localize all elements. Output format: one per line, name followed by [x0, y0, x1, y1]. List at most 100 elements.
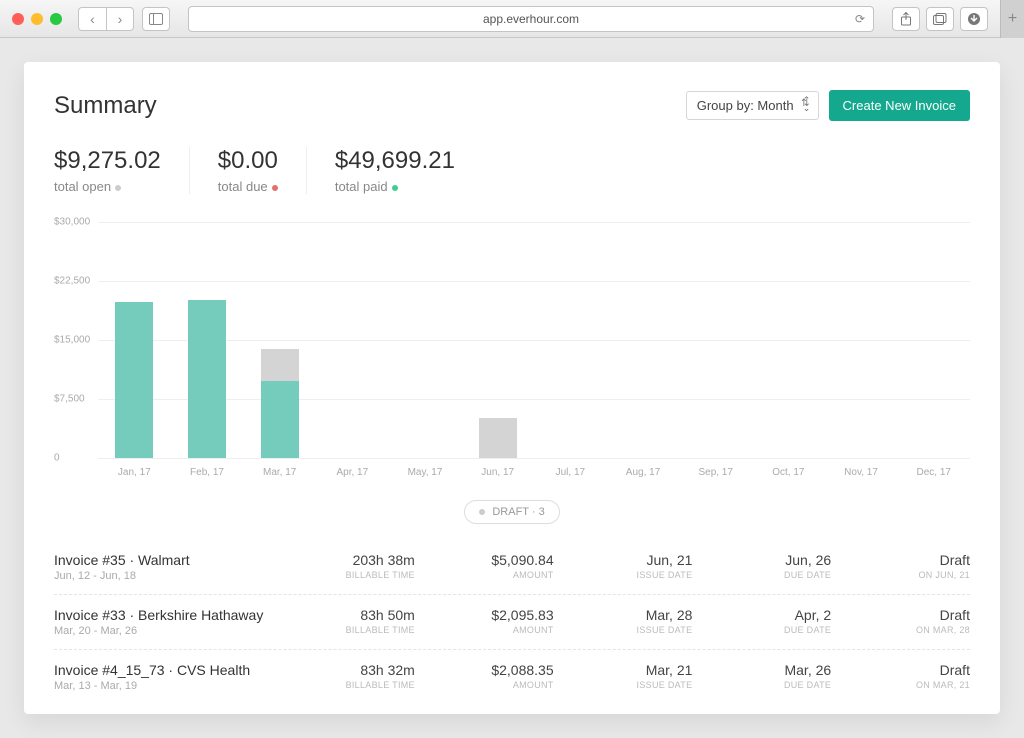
page-title: Summary: [54, 92, 157, 120]
toolbar-icons: [892, 7, 988, 31]
page: Summary Group by: Month ⇅ Create New Inv…: [0, 38, 1024, 738]
bar-slot: Nov, 17: [825, 222, 898, 458]
invoice-status-col: DraftON JUN, 21: [831, 552, 970, 580]
x-tick-label: Sep, 17: [698, 467, 732, 478]
bar-slot: Jun, 17: [461, 222, 534, 458]
bar-segment-draft: [261, 349, 299, 381]
bar-slot: May, 17: [389, 222, 462, 458]
group-by-label: Group by: Month: [697, 98, 794, 113]
invoice-status: Draft: [831, 607, 970, 623]
chart-bars: Jan, 17Feb, 17Mar, 17Apr, 17May, 17Jun, …: [98, 222, 970, 458]
col-label: AMOUNT: [415, 625, 554, 635]
invoice-amount-col: $2,088.35AMOUNT: [415, 662, 554, 690]
metric-label: total open: [54, 179, 161, 194]
invoice-name: Invoice #35 · Walmart: [54, 552, 276, 568]
col-label: DUE DATE: [692, 570, 831, 580]
forward-button[interactable]: ›: [106, 7, 134, 31]
invoice-row[interactable]: Invoice #4_15_73 · CVS HealthMar, 13 - M…: [54, 650, 970, 704]
invoice-time: 203h 38m: [276, 552, 415, 568]
sidebar-toggle-button[interactable]: [142, 7, 170, 31]
pill-label: DRAFT · 3: [492, 506, 544, 518]
x-tick-label: May, 17: [408, 467, 443, 478]
downloads-button[interactable]: [960, 7, 988, 31]
invoice-time-col: 83h 32mBILLABLE TIME: [276, 662, 415, 690]
x-tick-label: Jul, 17: [556, 467, 585, 478]
col-label: BILLABLE TIME: [276, 570, 415, 580]
invoice-status-col: DraftON MAR, 28: [831, 607, 970, 635]
invoice-title-col: Invoice #35 · Walmart Jun, 12 - Jun, 18: [54, 552, 276, 582]
reload-icon[interactable]: ⟳: [855, 12, 865, 26]
y-tick-label: $15,000: [54, 335, 90, 346]
maximize-window-icon[interactable]: [50, 13, 62, 25]
invoice-time-col: 203h 38m BILLABLE TIME: [276, 552, 415, 580]
close-window-icon[interactable]: [12, 13, 24, 25]
col-label: ISSUE DATE: [554, 570, 693, 580]
col-label: DUE DATE: [692, 625, 831, 635]
draft-filter-pill[interactable]: DRAFT · 3: [464, 500, 559, 524]
invoice-range: Jun, 12 - Jun, 18: [54, 570, 276, 582]
y-tick-label: $30,000: [54, 217, 90, 228]
invoice-amount: $2,095.83: [415, 607, 554, 623]
status-dot-icon: [115, 185, 121, 191]
create-invoice-button[interactable]: Create New Invoice: [829, 90, 970, 121]
bar-stack[interactable]: [479, 418, 517, 458]
bar-segment-paid: [115, 302, 153, 458]
bar-slot: Aug, 17: [607, 222, 680, 458]
back-button[interactable]: ‹: [78, 7, 106, 31]
share-button[interactable]: [892, 7, 920, 31]
invoice-issue-col: Mar, 21ISSUE DATE: [554, 662, 693, 690]
y-tick-label: $22,500: [54, 276, 90, 287]
bar-stack[interactable]: [115, 302, 153, 458]
sidebar-icon: [149, 13, 163, 25]
x-tick-label: Apr, 17: [336, 467, 368, 478]
invoice-amount-col: $5,090.84AMOUNT: [415, 552, 554, 580]
filter-pill-row: DRAFT · 3: [54, 500, 970, 524]
invoice-range: Mar, 20 - Mar, 26: [54, 625, 276, 637]
minimize-window-icon[interactable]: [31, 13, 43, 25]
bar-slot: Sep, 17: [679, 222, 752, 458]
invoice-row[interactable]: Invoice #35 · Walmart Jun, 12 - Jun, 1820…: [54, 540, 970, 595]
invoice-list: Invoice #35 · Walmart Jun, 12 - Jun, 1820…: [54, 540, 970, 704]
metric-total-due: $0.00total due: [189, 147, 306, 194]
bar-slot: Feb, 17: [171, 222, 244, 458]
metric-total-paid: $49,699.21 total paid: [306, 147, 483, 194]
invoice-issue-col: Jun, 21ISSUE DATE: [554, 552, 693, 580]
card-header: Summary Group by: Month ⇅ Create New Inv…: [54, 90, 970, 121]
invoice-title-col: Invoice #33 · Berkshire HathawayMar, 20 …: [54, 607, 276, 637]
col-label: BILLABLE TIME: [276, 625, 415, 635]
address-bar[interactable]: app.everhour.com ⟳: [188, 6, 874, 32]
bar-segment-paid: [188, 300, 226, 458]
invoice-status-col: Draft ON MAR, 21: [831, 662, 970, 690]
invoice-issue-col: Mar, 28ISSUE DATE: [554, 607, 693, 635]
col-label: ISSUE DATE: [554, 625, 693, 635]
invoice-issue-date: Mar, 21: [554, 662, 693, 678]
status-dot-icon: [272, 185, 278, 191]
invoice-title-col: Invoice #4_15_73 · CVS HealthMar, 13 - M…: [54, 662, 276, 692]
invoice-row[interactable]: Invoice #33 · Berkshire HathawayMar, 20 …: [54, 595, 970, 650]
metric-total-open: $9,275.02 total open: [54, 147, 189, 194]
col-label: AMOUNT: [415, 570, 554, 580]
group-by-select[interactable]: Group by: Month ⇅: [686, 91, 819, 120]
invoice-status: Draft: [831, 662, 970, 678]
bar-slot: Mar, 17: [243, 222, 316, 458]
invoice-due-col: Jun, 26 DUE DATE: [692, 552, 831, 580]
metric-label: total paid: [335, 179, 455, 194]
invoice-due-date: Jun, 26: [692, 552, 831, 568]
x-tick-label: Jun, 17: [481, 467, 514, 478]
new-tab-button[interactable]: +: [1000, 0, 1024, 38]
invoice-time-col: 83h 50m BILLABLE TIME: [276, 607, 415, 635]
metric-value: $0.00: [218, 147, 278, 175]
bar-stack[interactable]: [188, 300, 226, 458]
tabs-button[interactable]: [926, 7, 954, 31]
invoice-time: 83h 50m: [276, 607, 415, 623]
chevron-updown-icon: ⇅: [801, 98, 809, 109]
browser-chrome: ‹ › app.everhour.com ⟳ +: [0, 0, 1024, 38]
header-actions: Group by: Month ⇅ Create New Invoice: [686, 90, 970, 121]
metric-value: $49,699.21: [335, 147, 455, 175]
window-controls: [12, 13, 62, 25]
invoice-status-sub: ON MAR, 21: [831, 680, 970, 690]
bar-stack[interactable]: [261, 349, 299, 458]
share-icon: [900, 12, 912, 26]
metric-value: $9,275.02: [54, 147, 161, 175]
download-icon: [967, 12, 981, 26]
